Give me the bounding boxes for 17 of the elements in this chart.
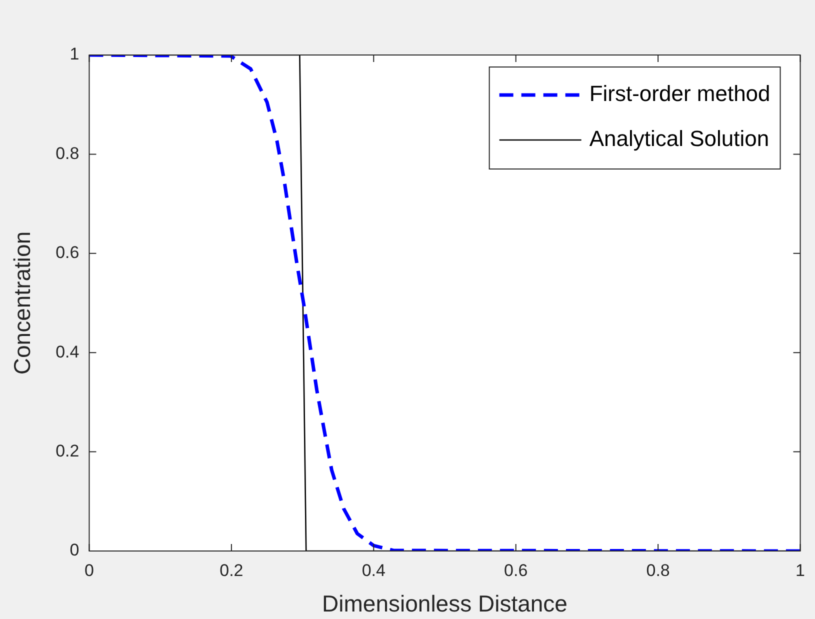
y-tick-label: 0.6 — [56, 243, 80, 262]
y-tick-label: 0.4 — [56, 342, 80, 362]
x-tick-label: 1 — [796, 560, 806, 580]
line-series — [89, 55, 800, 551]
x-tick-label: 0.2 — [220, 560, 244, 580]
x-axis-title: Dimensionless Distance — [322, 590, 568, 617]
x-tick-label: 0.6 — [504, 560, 528, 580]
legend-label: First-order method — [589, 81, 770, 106]
y-tick-label: 0.2 — [56, 441, 80, 460]
y-tick-label: 0 — [70, 540, 80, 560]
x-tick-label: 0.4 — [362, 560, 386, 580]
y-tick-label: 1 — [70, 44, 80, 64]
x-tick-label: 0.8 — [646, 560, 670, 580]
x-tick-label: 0 — [84, 560, 94, 580]
y-axis-title: Concentration — [9, 231, 36, 375]
legend-label: Analytical Solution — [589, 126, 770, 152]
y-tick-label: 0.8 — [56, 144, 80, 163]
